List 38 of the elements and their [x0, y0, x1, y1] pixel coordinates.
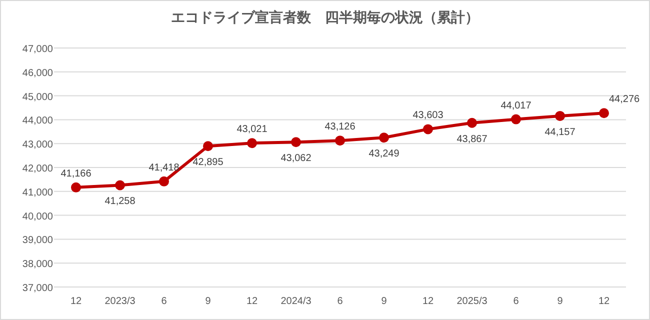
ytick: 45,000 [22, 92, 53, 103]
xtick: 12 [246, 296, 258, 307]
data-label: 44,017 [500, 100, 532, 112]
xtick: 6 [513, 296, 519, 307]
title: エコドライブ宣言者数 四半期毎の状況（累計） [171, 9, 479, 25]
data-label: 43,603 [412, 110, 444, 122]
ytick: 41,000 [22, 187, 53, 198]
xtick: 6 [337, 296, 343, 307]
data-label: 44,157 [544, 126, 576, 138]
data-label: 43,867 [456, 134, 488, 145]
ytick: 37,000 [22, 283, 53, 294]
xtick: 12 [70, 296, 82, 307]
xtick: 2025/3 [456, 296, 488, 307]
xtick: 12 [422, 296, 434, 307]
data-label: 43,021 [236, 124, 268, 136]
ytick: 43,000 [22, 140, 53, 151]
ytick: 39,000 [22, 235, 53, 246]
data-label: 41,418 [148, 162, 180, 174]
xtick: 6 [161, 296, 167, 307]
xtick: 2023/3 [104, 296, 136, 307]
xtick: 12 [598, 296, 610, 307]
data-label: 43,126 [324, 122, 356, 133]
data-label: 41,258 [104, 196, 136, 208]
ytick: 40,000 [22, 211, 53, 222]
data-label: 44,276 [609, 94, 640, 106]
ytick: 46,000 [22, 68, 53, 79]
ytick: 44,000 [22, 116, 53, 127]
data-label: 41,166 [60, 168, 92, 180]
ytick: 42,000 [22, 164, 53, 174]
xtick: 9 [381, 296, 387, 307]
ytick: 47,000 [22, 44, 53, 55]
ytick: 38,000 [22, 259, 53, 270]
data-label: 42,895 [192, 157, 224, 168]
xtick: 9 [205, 296, 211, 307]
xtick: 2024/3 [280, 296, 312, 307]
data-label: 43,249 [368, 148, 400, 160]
data-label: 43,062 [280, 153, 312, 164]
xtick: 9 [557, 296, 563, 307]
